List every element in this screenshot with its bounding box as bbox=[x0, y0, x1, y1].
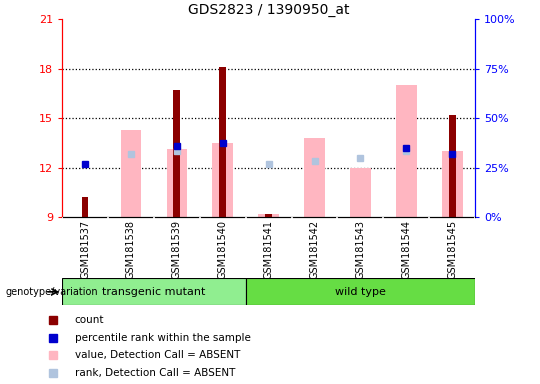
Bar bbox=[212, 143, 233, 217]
Bar bbox=[246, 278, 475, 305]
Text: GSM181541: GSM181541 bbox=[264, 220, 274, 279]
Text: value, Detection Call = ABSENT: value, Detection Call = ABSENT bbox=[75, 350, 240, 360]
Text: GSM181539: GSM181539 bbox=[172, 220, 182, 279]
Bar bbox=[120, 130, 141, 217]
Text: GSM181537: GSM181537 bbox=[80, 220, 90, 279]
Bar bbox=[350, 167, 371, 217]
Bar bbox=[62, 278, 246, 305]
Text: genotype/variation: genotype/variation bbox=[5, 287, 98, 297]
Title: GDS2823 / 1390950_at: GDS2823 / 1390950_at bbox=[188, 3, 349, 17]
Text: wild type: wild type bbox=[335, 287, 386, 297]
Text: transgenic mutant: transgenic mutant bbox=[102, 287, 206, 297]
Text: percentile rank within the sample: percentile rank within the sample bbox=[75, 333, 251, 343]
Text: GSM181545: GSM181545 bbox=[447, 220, 457, 279]
Text: GSM181542: GSM181542 bbox=[309, 220, 320, 279]
Bar bbox=[166, 149, 187, 217]
Bar bbox=[265, 214, 272, 217]
Bar bbox=[304, 138, 325, 217]
Text: count: count bbox=[75, 315, 104, 325]
Bar bbox=[219, 67, 226, 217]
Text: GSM181538: GSM181538 bbox=[126, 220, 136, 279]
Text: GSM181543: GSM181543 bbox=[355, 220, 366, 279]
Bar bbox=[396, 85, 417, 217]
Text: GSM181544: GSM181544 bbox=[401, 220, 411, 279]
Bar bbox=[82, 197, 89, 217]
Text: GSM181540: GSM181540 bbox=[218, 220, 228, 279]
Bar bbox=[449, 115, 456, 217]
Bar bbox=[442, 151, 463, 217]
Text: rank, Detection Call = ABSENT: rank, Detection Call = ABSENT bbox=[75, 368, 235, 378]
Bar bbox=[173, 90, 180, 217]
Bar bbox=[258, 214, 279, 217]
